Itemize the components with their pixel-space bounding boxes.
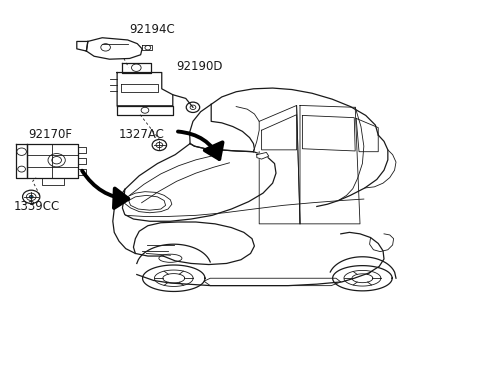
Text: 92170F: 92170F [28,128,72,141]
Text: 1339CC: 1339CC [13,200,60,213]
Text: 1327AC: 1327AC [119,128,165,141]
Circle shape [29,195,33,198]
Text: 92194C: 92194C [130,23,175,36]
Polygon shape [257,152,269,159]
Text: 92190D: 92190D [177,60,223,73]
FancyArrowPatch shape [178,132,223,159]
FancyArrowPatch shape [82,171,128,208]
